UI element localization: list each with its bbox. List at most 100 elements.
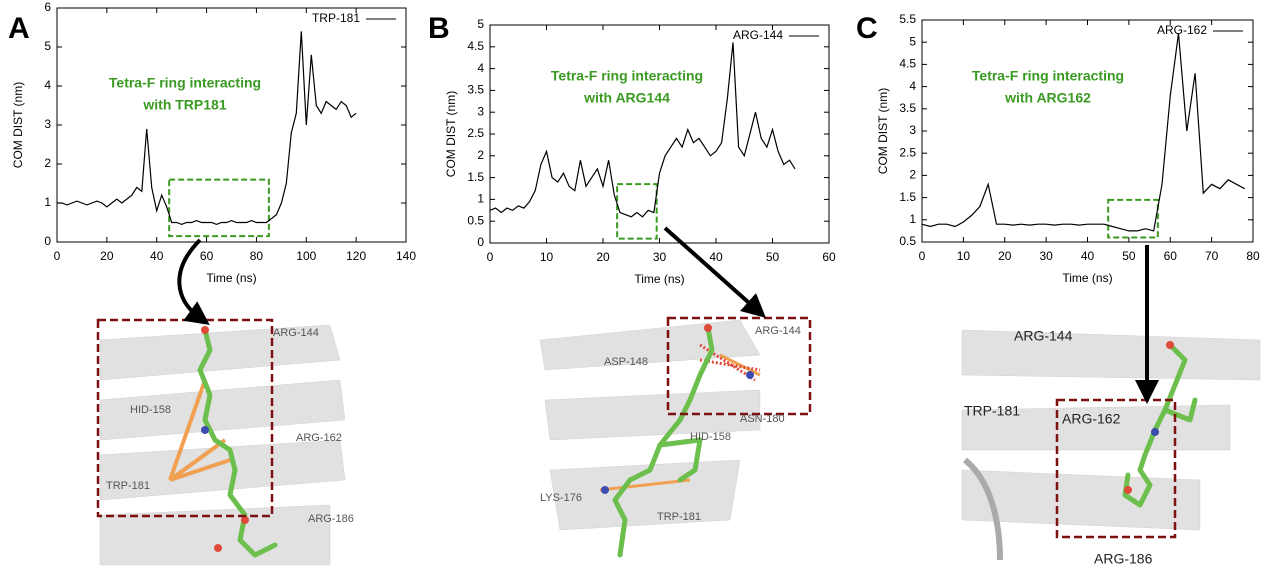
annotation: with TRP181 — [142, 97, 226, 113]
y-tick-label: 1.5 — [899, 190, 916, 204]
data-line — [489, 42, 796, 218]
annotation: Tetra-F ring interacting — [551, 68, 703, 84]
x-tick-label: 40 — [1081, 249, 1095, 263]
y-tick-label: 4 — [909, 79, 916, 93]
y-tick-label: 3 — [477, 104, 484, 118]
y-tick-label: 0 — [44, 234, 51, 248]
x-tick-label: 60 — [822, 250, 836, 264]
annotation: with ARG144 — [583, 90, 670, 106]
y-tick-label: 5 — [909, 34, 916, 48]
annotation: Tetra-F ring interacting — [972, 68, 1124, 84]
x-tick-label: 60 — [1164, 249, 1178, 263]
y-tick-label: 1 — [909, 212, 916, 226]
x-tick-label: 140 — [396, 249, 416, 263]
y-tick-label: 3 — [909, 123, 916, 137]
y-tick-label: 2 — [44, 156, 51, 170]
residue-label: HID-158 — [130, 404, 171, 416]
x-tick-label: 10 — [957, 249, 971, 263]
structure-b — [539, 226, 812, 558]
y-axis-label: COM DIST (nm) — [444, 91, 458, 177]
legend-label: TRP-181 — [312, 11, 360, 25]
x-tick-label: 20 — [100, 249, 114, 263]
panel-letter: C — [856, 12, 878, 45]
residue-label: ARG-144 — [273, 327, 319, 339]
structure-c — [961, 245, 1261, 561]
y-tick-label: 6 — [44, 0, 51, 14]
y-tick-label: 4.5 — [899, 57, 916, 71]
x-tick-label: 30 — [653, 250, 667, 264]
residue-label: LYS-176 — [540, 492, 582, 504]
panel-letter: A — [8, 12, 30, 45]
x-tick-label: 80 — [1246, 249, 1260, 263]
legend-label: ARG-144 — [733, 28, 783, 42]
residue-label: ARG-162 — [296, 432, 342, 444]
y-tick-label: 2 — [909, 168, 916, 182]
y-axis-label: COM DIST (nm) — [11, 82, 25, 168]
chart: 0 20 40 60 80 100 120 140 0 1 2 3 4 5 6 Time (ns) COM DI… — [11, 0, 416, 285]
y-tick-label: 2 — [477, 148, 484, 162]
y-axis-label: COM DIST (nm) — [876, 88, 890, 174]
residue-labels: ARG-144 HID-158 ARG-162 TRP-181 ARG-186 … — [106, 325, 1153, 567]
x-tick-label: 10 — [540, 250, 554, 264]
y-tick-label: 3.5 — [899, 101, 916, 115]
y-tick-label: 4 — [477, 61, 484, 75]
annotation: Tetra-F ring interacting — [109, 75, 261, 91]
legend-label: ARG-162 — [1157, 23, 1207, 37]
plot-frame — [56, 7, 407, 243]
x-tick-label: 0 — [487, 250, 494, 264]
plot-frame — [489, 24, 830, 244]
y-tick-label: 5.5 — [899, 12, 916, 26]
x-tick-label: 30 — [1039, 249, 1053, 263]
y-tick-label: 0 — [477, 235, 484, 249]
x-tick-label: 40 — [150, 249, 164, 263]
residue-label: ARG-162 — [1062, 411, 1121, 427]
x-axis-label: Time (ns) — [206, 271, 256, 285]
x-axis-label: Time (ns) — [634, 272, 684, 286]
x-tick-label: 80 — [250, 249, 264, 263]
highlight-box — [616, 183, 658, 240]
x-tick-label: 0 — [54, 249, 61, 263]
residue-label: ASN-180 — [740, 413, 785, 425]
y-tick-label: 2.5 — [899, 145, 916, 159]
x-tick-label: 20 — [998, 249, 1012, 263]
data-line — [57, 31, 357, 226]
x-tick-label: 40 — [709, 250, 723, 264]
x-tick-label: 20 — [596, 250, 610, 264]
x-tick-label: 0 — [919, 249, 926, 263]
y-tick-label: 3.5 — [467, 83, 484, 97]
residue-label: ARG-144 — [1014, 328, 1073, 344]
residue-label: TRP-181 — [657, 511, 701, 523]
x-tick-label: 100 — [296, 249, 316, 263]
annotation: with ARG162 — [1004, 90, 1091, 106]
residue-label: TRP-181 — [964, 403, 1020, 419]
highlight-box — [1107, 198, 1159, 239]
residue-label: ARG-186 — [1094, 551, 1153, 567]
chart: 0 10 20 30 40 50 60 70 80 0.5 1 1.5 2 2.5 3 3.5 4 4.5 5 5.5… — [876, 12, 1260, 285]
y-tick-label: 5 — [477, 17, 484, 31]
panel-letter: B — [428, 12, 450, 45]
y-tick-label: 3 — [44, 117, 51, 131]
x-axis-label: Time (ns) — [1062, 271, 1112, 285]
x-tick-label: 60 — [200, 249, 214, 263]
y-tick-label: 1 — [477, 192, 484, 206]
y-tick-label: 5 — [44, 39, 51, 53]
y-tick-label: 1 — [44, 195, 51, 209]
data-line — [921, 33, 1245, 232]
plot-frame — [921, 19, 1254, 243]
residue-label: ARG-144 — [755, 325, 801, 337]
y-tick-label: 2.5 — [467, 126, 484, 140]
y-tick-label: 0.5 — [467, 213, 484, 227]
residue-label: TRP-181 — [106, 480, 150, 492]
x-tick-label: 50 — [766, 250, 780, 264]
y-tick-label: 1.5 — [467, 170, 484, 184]
y-tick-label: 4 — [44, 78, 51, 92]
highlight-box — [168, 178, 270, 238]
x-tick-label: 120 — [346, 249, 366, 263]
chart: 0 10 20 30 40 50 60 0 0.5 1 1.5 2 2.5 3 3.5 4 4.5 5 Time (… — [444, 17, 836, 286]
y-tick-label: 4.5 — [467, 39, 484, 53]
panel-letters: A B C — [8, 12, 878, 45]
x-tick-label: 50 — [1122, 249, 1136, 263]
residue-label: ARG-186 — [308, 513, 354, 525]
residue-label: ASP-148 — [604, 356, 648, 368]
